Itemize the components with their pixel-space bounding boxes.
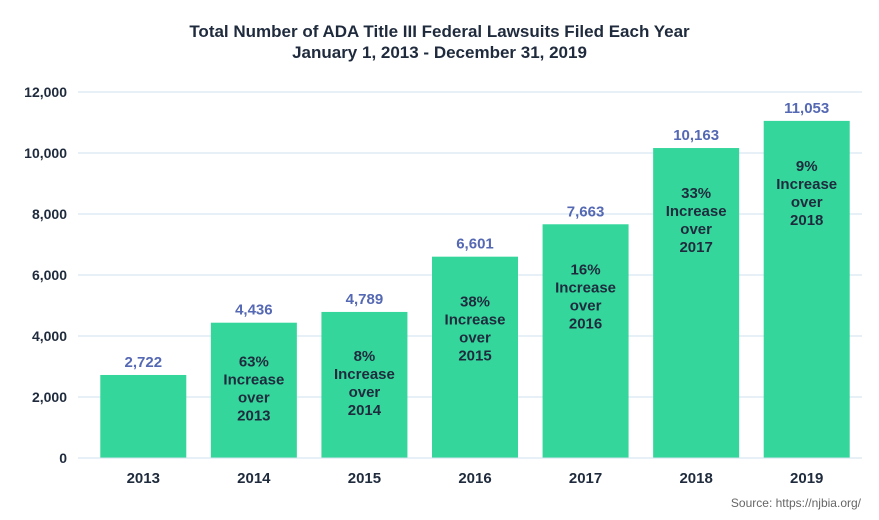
bar (100, 374, 187, 458)
bar-annotation: 2016 (569, 315, 602, 332)
bar (432, 256, 518, 458)
x-tick-label: 2013 (127, 470, 160, 487)
x-tick-label: 2019 (790, 470, 823, 487)
bar-annotation: Increase (555, 279, 616, 296)
data-label: 2,722 (125, 354, 163, 371)
bar-annotation: 2017 (679, 239, 712, 256)
bar-annotation: 2018 (790, 212, 823, 229)
x-tick-label: 2017 (569, 470, 602, 487)
bar-annotation: over (680, 221, 712, 238)
bar (210, 322, 297, 458)
data-label: 7,663 (567, 203, 605, 220)
bar-annotation: Increase (334, 366, 395, 383)
bar-annotation: Increase (445, 312, 506, 329)
bar-annotation: over (349, 384, 381, 401)
bar-annotation: 63% (239, 353, 269, 370)
bar-annotation: 2014 (348, 402, 382, 419)
y-tick-label: 2,000 (32, 389, 67, 405)
bar-annotation: 9% (796, 158, 818, 175)
bar-annotation: over (238, 389, 270, 406)
y-tick-label: 8,000 (32, 206, 67, 222)
x-tick-label: 2014 (237, 470, 271, 487)
y-tick-label: 6,000 (32, 267, 67, 283)
y-tick-label: 10,000 (24, 145, 67, 161)
bar-annotation: Increase (223, 371, 284, 388)
y-tick-label: 4,000 (32, 328, 67, 344)
bar-annotation: 16% (571, 261, 601, 278)
bar-annotation: 2013 (237, 407, 270, 424)
source-note: Source: https://njbia.org/ (730, 496, 861, 510)
bar (542, 224, 629, 458)
bar-annotation: over (791, 194, 823, 211)
bar-annotation: 38% (460, 294, 490, 311)
bar-annotation: over (459, 330, 491, 347)
bar-annotation: over (570, 297, 602, 314)
bar-annotation: Increase (666, 203, 727, 220)
bar-annotation: 2015 (458, 348, 491, 365)
bar (763, 120, 850, 459)
x-tick-label: 2016 (458, 470, 491, 487)
chart-subtitle: January 1, 2013 - December 31, 2019 (292, 43, 587, 62)
bar-annotation: 8% (354, 348, 376, 365)
bar-annotation: Increase (776, 176, 837, 193)
data-label: 10,163 (673, 127, 719, 144)
bar (321, 311, 408, 458)
y-tick-label: 12,000 (24, 84, 67, 100)
x-tick-label: 2018 (679, 470, 712, 487)
bar (653, 148, 740, 458)
bar-annotation: 33% (681, 185, 711, 202)
data-label: 6,601 (456, 236, 494, 253)
y-tick-label: 0 (59, 450, 67, 466)
data-label: 4,789 (346, 291, 384, 308)
chart-title: Total Number of ADA Title III Federal La… (189, 22, 690, 41)
x-tick-label: 2015 (348, 470, 381, 487)
data-label: 11,053 (784, 100, 829, 117)
data-label: 4,436 (235, 302, 273, 319)
